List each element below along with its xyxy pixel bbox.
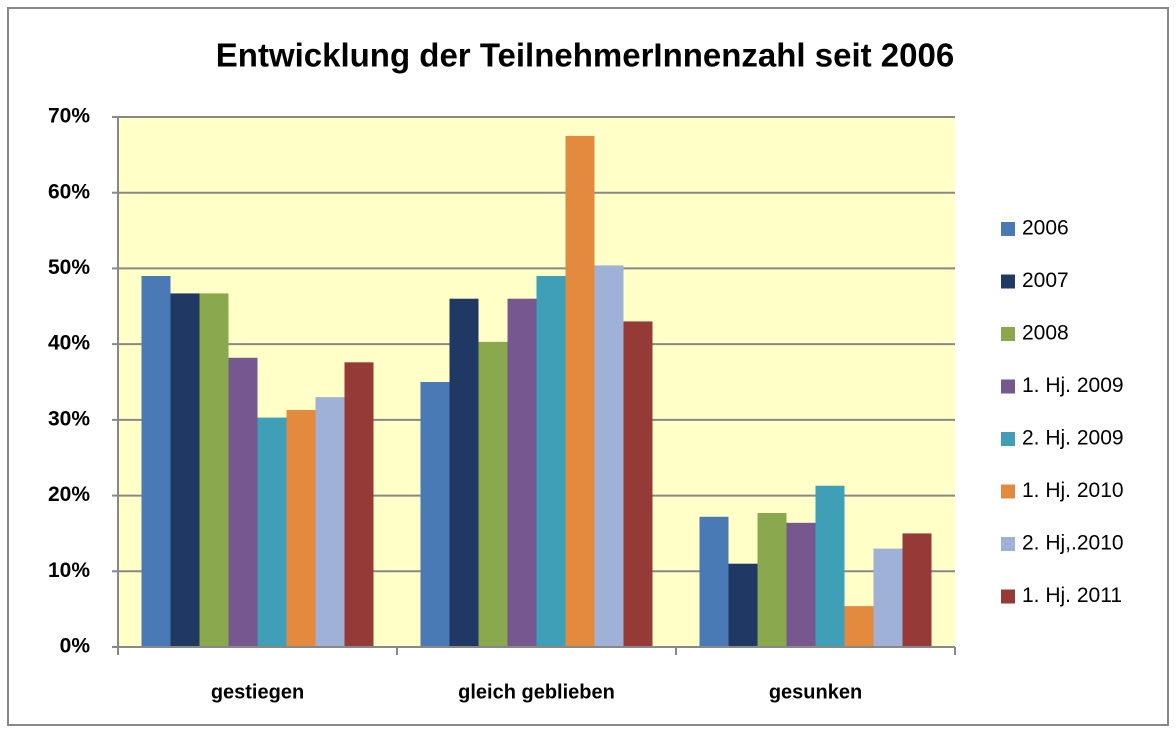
x-tick-label: gestiegen xyxy=(211,681,304,703)
y-tick-label: 30% xyxy=(48,407,90,430)
bar xyxy=(420,382,450,647)
legend-swatch xyxy=(1001,484,1015,499)
legend-label: 2. Hj. 2009 xyxy=(1022,427,1124,450)
bar xyxy=(344,362,374,647)
bar xyxy=(844,606,874,647)
legend-swatch xyxy=(1001,222,1015,236)
bar xyxy=(815,485,845,647)
bar xyxy=(902,533,932,647)
bar xyxy=(757,512,787,647)
y-tick-label: 0% xyxy=(60,635,91,658)
x-tick-label: gesunken xyxy=(769,681,862,703)
legend-swatch xyxy=(1001,274,1015,289)
bar xyxy=(699,516,729,647)
bar xyxy=(594,265,624,647)
legend-label: 1. Hj. 2011 xyxy=(1022,584,1122,607)
y-tick-label: 40% xyxy=(48,332,90,355)
bar xyxy=(199,293,229,647)
legend-swatch xyxy=(1001,432,1015,446)
bar xyxy=(536,276,566,647)
bar xyxy=(228,357,258,647)
chart-title: Entwicklung der TeilnehmerInnenzahl seit… xyxy=(216,37,954,74)
bar xyxy=(315,397,345,647)
y-tick-label: 50% xyxy=(48,256,90,279)
bar xyxy=(257,417,287,647)
bar xyxy=(449,298,479,647)
legend-label: 2008 xyxy=(1022,322,1069,345)
x-tick-label: gleich geblieben xyxy=(458,681,615,703)
y-tick-label: 10% xyxy=(48,559,90,582)
bar xyxy=(170,293,200,647)
y-tick-label: 60% xyxy=(48,180,90,203)
legend-label: 1. Hj. 2009 xyxy=(1022,374,1124,397)
y-tick-label: 20% xyxy=(48,483,90,506)
legend-swatch xyxy=(1001,379,1015,394)
legend-swatch xyxy=(1001,327,1015,341)
bar xyxy=(623,321,653,647)
legend-label: 2007 xyxy=(1022,269,1069,292)
bar xyxy=(286,410,316,647)
bar xyxy=(507,298,537,647)
y-tick-label: 70% xyxy=(48,105,90,128)
legend-swatch xyxy=(1001,537,1015,551)
bar xyxy=(478,341,508,647)
bar xyxy=(786,522,816,647)
legend-label: 2006 xyxy=(1022,217,1069,240)
bar xyxy=(873,548,903,647)
bar xyxy=(565,135,595,647)
bar xyxy=(728,563,758,647)
legend-label: 1. Hj. 2010 xyxy=(1022,479,1124,502)
bar xyxy=(141,276,171,647)
legend-label: 2. Hj,.2010 xyxy=(1022,532,1124,555)
legend-swatch xyxy=(1001,589,1015,604)
